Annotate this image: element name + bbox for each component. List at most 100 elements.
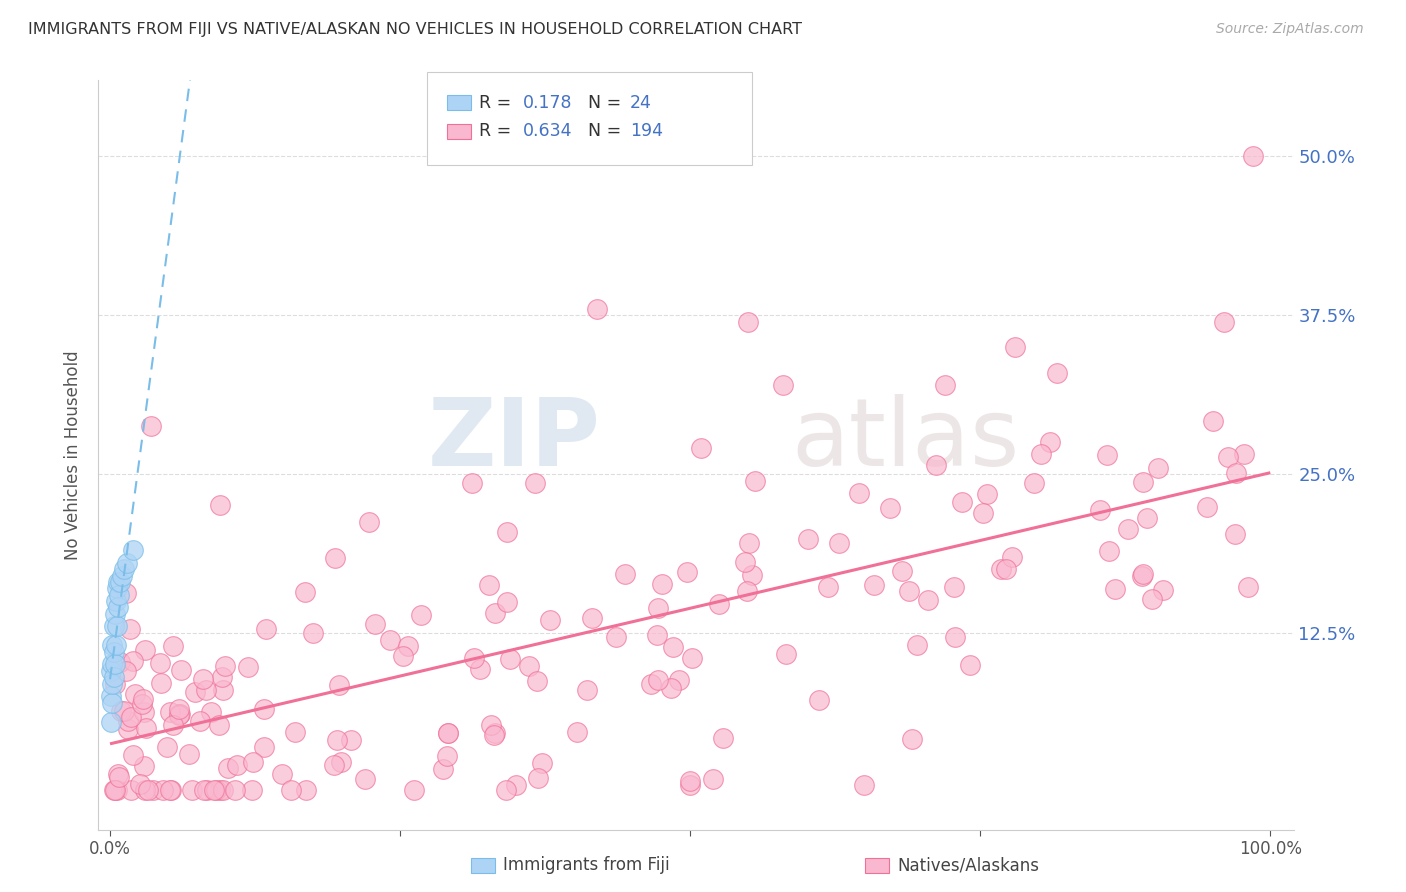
Point xyxy=(640,677,662,691)
Point xyxy=(744,475,766,489)
Point xyxy=(280,783,302,797)
Point xyxy=(103,670,125,684)
Point xyxy=(581,611,603,625)
Point xyxy=(380,632,402,647)
Point xyxy=(942,580,965,594)
Point xyxy=(323,757,346,772)
Point xyxy=(253,702,276,716)
Point xyxy=(436,749,458,764)
Point xyxy=(159,783,181,797)
Point xyxy=(131,692,153,706)
Point xyxy=(898,584,921,599)
Point xyxy=(131,697,153,711)
Y-axis label: No Vehicles in Household: No Vehicles in Household xyxy=(65,350,83,560)
Point xyxy=(828,536,851,550)
Point xyxy=(301,626,323,640)
Point xyxy=(100,664,122,678)
Point xyxy=(1223,526,1246,541)
Point xyxy=(105,581,128,595)
Point xyxy=(107,574,129,589)
Point xyxy=(188,714,211,728)
Point xyxy=(530,756,553,770)
Point xyxy=(238,660,260,674)
Point xyxy=(675,566,697,580)
Point xyxy=(224,783,246,797)
Text: 24: 24 xyxy=(630,94,652,112)
Point xyxy=(150,676,173,690)
Point xyxy=(211,670,233,684)
Point xyxy=(132,705,155,719)
Point xyxy=(211,682,233,697)
Point xyxy=(208,717,231,731)
Point xyxy=(104,594,127,608)
Point xyxy=(104,677,127,691)
Point xyxy=(254,622,277,636)
Point xyxy=(1116,522,1139,536)
Point xyxy=(169,706,191,721)
Point xyxy=(191,672,214,686)
Point xyxy=(294,783,316,797)
Point xyxy=(252,740,274,755)
Point xyxy=(1147,460,1170,475)
Point xyxy=(461,476,484,491)
Point xyxy=(411,607,433,622)
Point xyxy=(134,783,156,797)
Point xyxy=(586,301,609,316)
Point xyxy=(917,593,939,607)
Point xyxy=(110,655,132,669)
Point xyxy=(565,725,588,739)
Point xyxy=(162,718,184,732)
Point xyxy=(1132,566,1154,581)
Point xyxy=(122,747,145,762)
Point xyxy=(107,600,129,615)
Point xyxy=(1241,149,1264,163)
Point xyxy=(122,543,145,558)
Point xyxy=(505,778,527,792)
Text: IMMIGRANTS FROM FIJI VS NATIVE/ALASKAN NO VEHICLES IN HOUSEHOLD CORRELATION CHAR: IMMIGRANTS FROM FIJI VS NATIVE/ALASKAN N… xyxy=(28,22,801,37)
Text: 194: 194 xyxy=(630,122,662,140)
Text: atlas: atlas xyxy=(792,394,1019,486)
Point xyxy=(121,654,143,668)
Point xyxy=(463,651,485,665)
Point xyxy=(284,725,307,739)
Point xyxy=(495,783,517,797)
Point xyxy=(990,562,1012,576)
Point xyxy=(101,657,124,672)
Point xyxy=(209,498,232,512)
Point xyxy=(1022,475,1045,490)
Point xyxy=(689,441,711,455)
Point xyxy=(519,659,541,673)
Point xyxy=(1233,447,1256,461)
Point xyxy=(392,648,415,663)
Text: 0.178: 0.178 xyxy=(523,94,572,112)
Point xyxy=(112,704,135,718)
Point xyxy=(959,658,981,673)
Point xyxy=(100,714,122,729)
Point xyxy=(679,778,702,792)
Point xyxy=(103,783,125,797)
Point xyxy=(104,783,127,797)
Point xyxy=(807,693,830,707)
Point xyxy=(995,562,1018,576)
Point xyxy=(107,766,129,780)
Text: R =: R = xyxy=(479,122,517,140)
Point xyxy=(647,601,669,615)
Point xyxy=(659,681,682,695)
Point xyxy=(328,678,350,692)
Point xyxy=(934,378,956,392)
Point xyxy=(797,532,820,546)
Point xyxy=(1029,447,1052,461)
Point xyxy=(101,696,124,710)
Point xyxy=(271,767,294,781)
Point xyxy=(1132,475,1154,490)
Point xyxy=(651,577,673,591)
Point xyxy=(662,640,685,655)
Point xyxy=(1225,466,1247,480)
Point xyxy=(110,574,132,589)
Point xyxy=(364,616,387,631)
Point xyxy=(202,783,225,797)
Point xyxy=(117,556,139,570)
Point xyxy=(1039,435,1062,450)
Point xyxy=(523,476,546,491)
Point xyxy=(204,783,226,797)
